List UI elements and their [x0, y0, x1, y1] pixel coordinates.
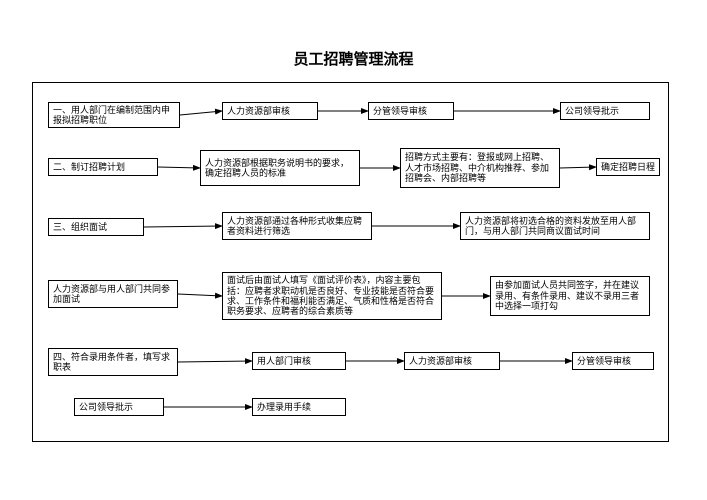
flow-node-n18: 分管领导审核 — [572, 352, 654, 370]
flow-node-n19: 公司领导批示 — [74, 398, 164, 416]
flow-node-n12: 人力资源部与用人部门共同参加面试 — [48, 280, 178, 308]
flow-node-n14: 由参加面试人员共同签字，并在建议录用、有条件录用、建议不录用三者中选择一项打勾 — [490, 276, 650, 316]
flow-node-n6: 人力资源部根据职务说明书的要求，确定招聘人员的标准 — [200, 150, 360, 186]
edge-n5-n6 — [158, 167, 200, 168]
edge-n1-n2 — [180, 111, 222, 115]
flow-node-n20: 办理录用手续 — [252, 398, 346, 416]
flow-node-n7: 招聘方式主要有：登报或网上招聘、人才市场招聘、中介机构推荐、参加招聘会、内部招聘… — [400, 148, 560, 188]
flow-node-n9: 三、组织面试 — [48, 218, 144, 236]
flow-node-n10: 人力资源部通过各种形式收集应聘者资料进行筛选 — [222, 212, 372, 240]
flow-node-n3: 分管领导审核 — [368, 102, 454, 120]
stage: 员工招聘管理流程 一、用人部门在编制范围内申报拟招聘职位人力资源部审核分管领导审… — [0, 0, 707, 500]
edge-n7-n8 — [560, 167, 596, 168]
flow-node-n13: 面试后由面试人填写《面试评价表》，内容主要包括：应聘者求职动机是否良好、专业技能… — [222, 272, 442, 320]
flow-node-n11: 人力资源部将初选合格的资料发放至用人部门，与用人部门共同商议面试时间 — [460, 212, 650, 240]
arrows-layer — [0, 0, 707, 500]
flow-node-n15: 四、符合录用条件者，填写求职表 — [48, 348, 178, 376]
edge-n12-n13 — [178, 294, 222, 296]
flow-node-n2: 人力资源部审核 — [222, 102, 318, 120]
edge-n15-n16 — [178, 361, 252, 362]
flow-node-n5: 二、制订招聘计划 — [48, 158, 158, 176]
flow-node-n16: 用人部门审核 — [252, 352, 346, 370]
edge-n9-n10 — [144, 226, 222, 227]
flow-node-n17: 人力资源部审核 — [404, 352, 500, 370]
flow-node-n1: 一、用人部门在编制范围内申报拟招聘职位 — [48, 102, 180, 128]
flow-node-n8: 确定招聘日程 — [596, 158, 660, 176]
flow-node-n4: 公司领导批示 — [560, 102, 650, 120]
